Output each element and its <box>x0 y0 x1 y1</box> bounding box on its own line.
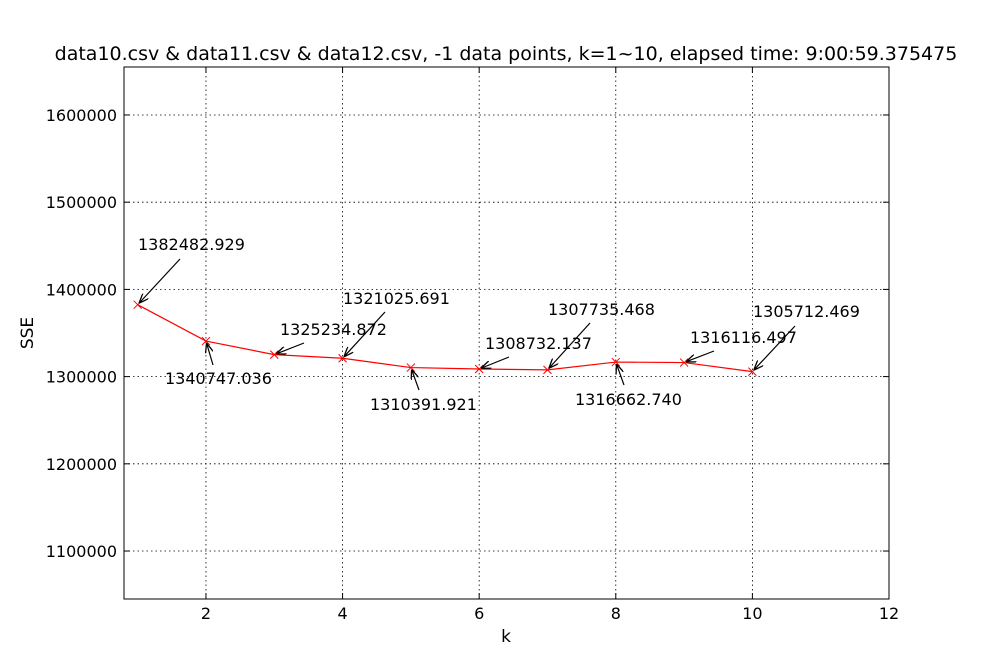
annotation-arrow <box>140 258 181 302</box>
y-tick-label: 1600000 <box>46 106 117 125</box>
y-tick-label: 1200000 <box>46 455 117 474</box>
annotation-arrow <box>687 350 715 361</box>
y-tick-label: 1300000 <box>46 368 117 387</box>
annotation-arrow <box>549 322 591 368</box>
x-axis: 2 4 6 8 10 12 <box>201 67 899 623</box>
chart-title: data10.csv & data11.csv & data12.csv, -1… <box>55 43 958 65</box>
annotation-label: 1325234.872 <box>280 320 387 339</box>
annotation-label: 1308732.137 <box>485 334 592 353</box>
annotation-label: 1340747.036 <box>165 369 272 388</box>
annotation-arrow <box>207 344 214 366</box>
y-tick-label: 1400000 <box>46 280 117 299</box>
plot-frame <box>123 66 890 600</box>
x-axis-label: k <box>501 627 511 647</box>
series-line <box>137 304 753 373</box>
x-tick-label: 6 <box>474 604 484 623</box>
annotation-arrow <box>345 311 386 356</box>
y-tick-label: 1500000 <box>46 193 117 212</box>
annotation-arrow <box>617 365 625 386</box>
x-tick-label: 12 <box>879 604 899 623</box>
x-tick-label: 8 <box>611 604 621 623</box>
marker-stroke <box>611 357 621 367</box>
annotation-label: 1305712.469 <box>753 302 860 321</box>
annotation-label: 1316116.497 <box>690 328 797 347</box>
marker-stroke <box>406 363 416 372</box>
annotation-arrow <box>412 370 420 391</box>
annotation-label: 1307735.468 <box>548 300 655 319</box>
annotation-arrow <box>482 356 510 368</box>
annotations: 1382482.929 1340747.036 1325234.872 1321025… <box>138 235 860 414</box>
annotation-label: 1310391.921 <box>370 395 477 414</box>
x-tick-label: 4 <box>337 604 347 623</box>
x-tick-label: 2 <box>201 604 211 623</box>
y-tick-label: 1100000 <box>46 542 117 561</box>
annotation-label: 1321025.691 <box>343 289 450 308</box>
series-sse <box>133 300 757 376</box>
grid <box>124 67 889 599</box>
annotation-label: 1382482.929 <box>138 235 245 254</box>
annotation-arrow <box>277 342 305 354</box>
annotation-arrow <box>754 325 796 369</box>
y-axis: 1100000 1200000 1300000 1400000 1500000 16000… <box>46 106 889 561</box>
marker-stroke <box>201 336 211 346</box>
x-tick-label: 10 <box>742 604 762 623</box>
y-axis-label: SSE <box>18 317 38 349</box>
annotation-label: 1316662.740 <box>575 390 682 409</box>
